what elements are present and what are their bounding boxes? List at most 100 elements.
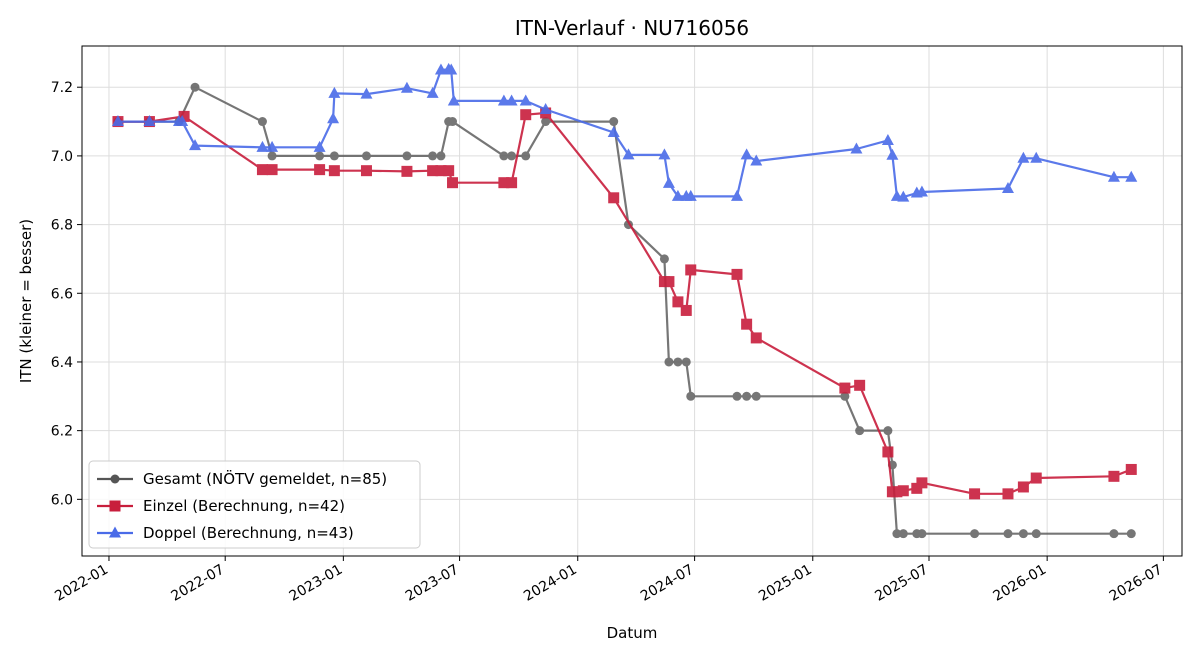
data-point: [916, 477, 928, 489]
data-point: [519, 94, 532, 106]
data-point: [608, 192, 620, 204]
x-axis-label: Datum: [607, 624, 658, 642]
y-tick-label: 7.2: [51, 80, 73, 96]
data-point: [498, 177, 510, 189]
legend-marker: [110, 474, 120, 484]
data-point: [915, 185, 928, 197]
data-point: [1030, 151, 1043, 163]
data-point: [111, 115, 124, 127]
y-axis-label: ITN (kleiner = besser): [17, 219, 35, 383]
data-point: [266, 164, 278, 176]
x-tick-label: 2022-07: [169, 562, 228, 605]
data-point: [499, 151, 509, 161]
data-point: [443, 165, 455, 177]
data-point: [1125, 463, 1137, 475]
series-line: [118, 68, 1132, 199]
data-point: [521, 151, 531, 161]
data-point: [685, 264, 697, 276]
data-point: [883, 426, 893, 436]
legend-label: Doppel (Berechnung, n=43): [143, 524, 354, 542]
x-tick-label: 2024-01: [521, 562, 580, 605]
data-point: [520, 109, 532, 121]
data-point: [1002, 488, 1014, 500]
data-point: [609, 117, 619, 127]
data-point: [881, 133, 894, 145]
x-tick-label: 2026-01: [990, 562, 1049, 605]
data-point: [360, 165, 372, 177]
data-point: [854, 379, 866, 391]
series-square: [112, 107, 1137, 500]
data-point: [969, 488, 981, 500]
data-point: [506, 177, 518, 189]
data-point: [329, 151, 339, 161]
data-point: [190, 82, 200, 92]
data-point: [327, 112, 340, 124]
data-point: [1017, 481, 1029, 493]
data-point: [897, 190, 910, 202]
data-point: [1126, 529, 1136, 539]
data-point: [447, 94, 460, 106]
data-point: [671, 189, 684, 201]
data-point: [361, 151, 371, 161]
data-point: [1017, 151, 1030, 163]
legend-label: Gesamt (NÖTV gemeldet, n=85): [143, 469, 387, 488]
data-point: [1125, 170, 1138, 182]
data-point: [1107, 170, 1120, 182]
data-point: [850, 142, 863, 154]
data-point: [1108, 470, 1120, 482]
data-point: [497, 94, 510, 106]
data-point: [539, 103, 552, 115]
data-point: [267, 151, 277, 161]
x-tick-label: 2026-07: [1107, 562, 1166, 605]
data-point: [1031, 529, 1041, 539]
data-point: [740, 148, 753, 160]
data-point: [742, 391, 752, 401]
y-tick-label: 6.6: [51, 286, 73, 302]
data-point: [1018, 529, 1028, 539]
data-point: [681, 357, 691, 367]
data-point: [436, 151, 446, 161]
data-point: [178, 110, 190, 122]
data-point: [400, 81, 413, 93]
data-point: [505, 94, 518, 106]
data-point: [266, 140, 279, 152]
data-point: [672, 296, 684, 308]
data-point: [426, 86, 439, 98]
data-point: [328, 86, 341, 98]
data-point: [659, 254, 669, 264]
data-point: [1109, 529, 1119, 539]
data-point: [189, 139, 202, 151]
data-point: [731, 268, 743, 280]
x-tick-label: 2025-01: [756, 562, 815, 605]
y-tick-label: 6.8: [51, 218, 73, 234]
x-tick-label: 2024-07: [638, 562, 697, 605]
data-point: [663, 276, 675, 288]
data-point: [970, 529, 980, 539]
data-point: [730, 189, 743, 201]
data-point: [673, 357, 683, 367]
legend-marker: [109, 526, 121, 538]
data-point: [839, 382, 851, 394]
data-point: [658, 148, 671, 160]
data-point: [360, 87, 373, 99]
data-point: [662, 176, 675, 188]
data-point: [741, 318, 753, 330]
data-point: [1001, 182, 1014, 194]
data-point: [448, 117, 458, 127]
data-point: [328, 165, 340, 177]
data-point: [143, 115, 156, 127]
data-point: [315, 151, 325, 161]
data-point: [401, 165, 413, 177]
y-tick-label: 6.4: [51, 355, 73, 371]
x-tick-label: 2023-01: [287, 562, 346, 605]
data-point: [1003, 529, 1013, 539]
data-point: [680, 304, 692, 316]
chart-title: ITN-Verlauf · NU716056: [515, 16, 749, 40]
legend-box: [88, 460, 421, 549]
y-tick-label: 6.0: [51, 492, 73, 508]
data-point: [898, 529, 908, 539]
x-tick-label: 2022-01: [52, 562, 111, 605]
data-point: [445, 63, 458, 75]
y-tick-label: 6.2: [51, 424, 73, 440]
